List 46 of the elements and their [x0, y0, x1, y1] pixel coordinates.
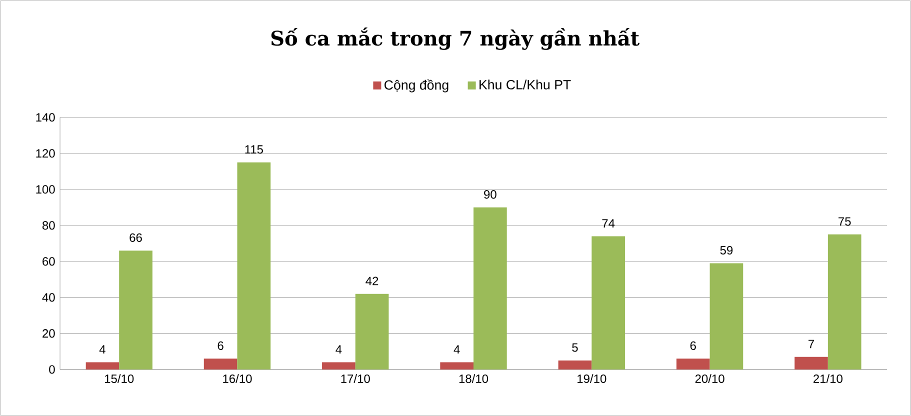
bar	[440, 362, 474, 370]
data-label: 4	[454, 345, 460, 354]
data-label: 4	[336, 345, 342, 354]
y-tick-label: 0	[49, 365, 55, 374]
bar	[558, 360, 592, 370]
legend-label: Cộng đồng	[384, 79, 448, 92]
data-label: 4	[99, 345, 106, 354]
data-label: 7	[808, 340, 814, 348]
y-tick-label: 80	[42, 221, 55, 230]
bar	[355, 294, 389, 370]
y-tick-label: 120	[36, 149, 55, 158]
data-label: 90	[484, 190, 496, 199]
y-tick-label: 100	[36, 185, 55, 194]
x-tick-label: 20/10	[695, 374, 724, 383]
bar	[474, 207, 507, 370]
data-label: 5	[572, 343, 578, 352]
data-label: 66	[130, 233, 142, 242]
chart-title: Số ca mắc trong 7 ngày gần nhất	[271, 27, 640, 50]
x-tick-label: 17/10	[341, 374, 370, 383]
x-tick-label: 19/10	[578, 374, 606, 383]
bar	[710, 263, 744, 370]
bar	[86, 362, 120, 370]
data-label: 115	[245, 145, 263, 154]
x-tick-label: 21/10	[814, 374, 842, 383]
y-tick-label: 20	[42, 329, 55, 338]
data-label: 6	[218, 341, 224, 350]
y-tick-label: 60	[42, 257, 55, 266]
bar	[676, 358, 710, 370]
x-tick-label: 16/10	[223, 374, 252, 383]
y-tick-label: 140	[36, 113, 55, 122]
data-label: 42	[366, 276, 378, 286]
x-tick-label: 15/10	[104, 374, 134, 383]
data-label: 59	[720, 246, 733, 254]
legend-label: Khu CL/Khu PT	[480, 80, 571, 90]
data-label: 74	[602, 219, 615, 228]
data-label: 6	[690, 341, 696, 350]
y-tick-label: 40	[42, 293, 55, 302]
bar	[237, 162, 271, 370]
bar	[119, 250, 152, 370]
bar	[794, 356, 828, 370]
bar	[204, 358, 238, 370]
bar	[592, 236, 625, 370]
x-tick-label: 18/10	[459, 374, 488, 383]
data-label: 75	[838, 217, 851, 226]
bar	[322, 362, 356, 370]
bar	[828, 234, 862, 370]
